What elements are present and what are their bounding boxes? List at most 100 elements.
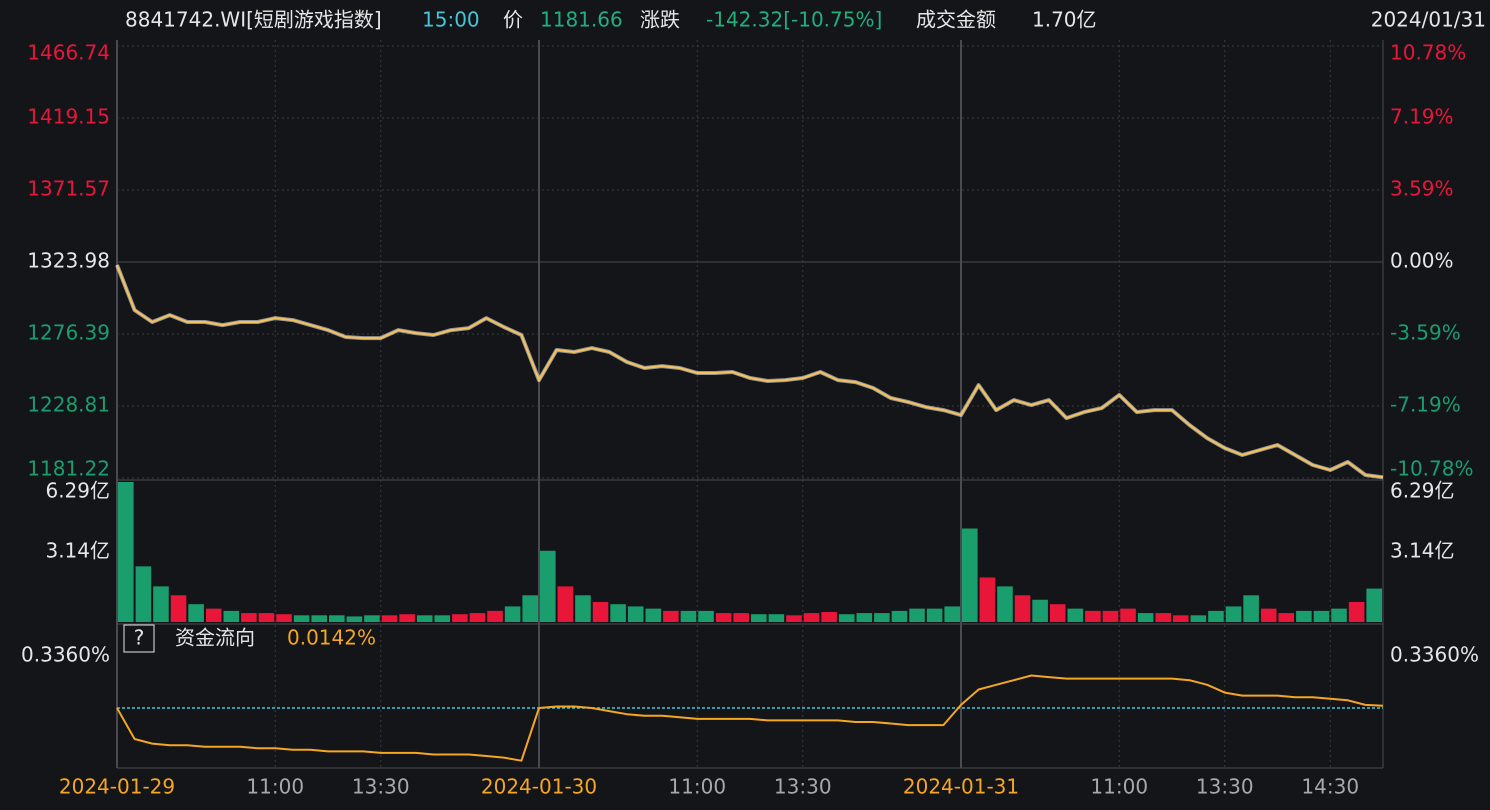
volume-bar [1278, 613, 1295, 622]
volume-bar [751, 614, 767, 622]
volume-bar [610, 604, 626, 622]
y-tick-label-right: 3.14亿 [1390, 539, 1455, 563]
volume-bar [698, 610, 714, 622]
y2-tick-label: 0.00% [1390, 249, 1454, 273]
volume-bar [715, 613, 732, 622]
y2-tick-label: -10.78% [1390, 457, 1473, 481]
price: 1181.66 [540, 8, 623, 32]
volume-bar [926, 608, 943, 622]
y-tick-label: 1228.81 [27, 392, 110, 416]
volume-bar [522, 595, 538, 622]
x-tick-label: 13:30 [1196, 775, 1254, 799]
volume-bar [1348, 601, 1365, 622]
x-tick-label: 2024-01-30 [481, 775, 597, 799]
volume-bar [1190, 615, 1207, 622]
date: 2024/01/31 [1371, 8, 1486, 32]
volume-bar [329, 615, 345, 622]
volume-bar [575, 595, 591, 622]
volume-bar [540, 550, 556, 622]
volume-bar [1014, 595, 1031, 622]
line [116, 674, 1384, 762]
volume-bar [170, 595, 187, 622]
volume-bar [909, 608, 925, 622]
volume-bar [1085, 610, 1101, 622]
y2-tick-label: 10.78% [1390, 41, 1466, 65]
price-label: 价 [503, 8, 523, 32]
volume-bar [786, 615, 802, 622]
x-tick-label: 11:00 [1090, 775, 1148, 799]
volume-bar [381, 615, 398, 622]
volume-bar [1208, 610, 1224, 622]
volume-bar [1155, 613, 1171, 622]
volume-bar [487, 610, 503, 622]
volume-bar [733, 613, 749, 622]
y-tick-label: 1276.39 [27, 321, 110, 345]
volume-bar [1049, 604, 1066, 622]
volume-bar [434, 615, 451, 622]
y2-tick-label: -7.19% [1390, 393, 1461, 417]
volume-bar [856, 613, 873, 622]
volume-bar [1366, 588, 1382, 622]
volume-bar [293, 615, 310, 622]
volume-bar [838, 614, 855, 622]
volume-bar [1173, 615, 1189, 622]
y-tick-label: 1181.22 [27, 457, 110, 481]
y2-tick-label: 7.19% [1390, 104, 1454, 128]
volume-bar [979, 577, 996, 622]
y-tick-label: 1466.74 [27, 41, 110, 65]
help-box[interactable] [123, 624, 155, 653]
y2-tick-label: 3.59% [1390, 177, 1454, 201]
y-tick-label: 0.3360% [21, 643, 110, 667]
y2-tick-label: -3.59% [1390, 320, 1461, 344]
volume-bar [645, 608, 662, 622]
volume-bar [504, 606, 521, 622]
volume-bar [276, 614, 292, 622]
amount: 1.70亿 [1032, 8, 1097, 32]
volume-bar [1137, 613, 1154, 622]
volume-bar [258, 613, 275, 622]
y-tick-label: 1419.15 [27, 105, 110, 129]
volume-bar [680, 610, 697, 622]
volume-bar [452, 614, 468, 622]
volume-bar [627, 606, 644, 622]
flow-title: 资金流向 [175, 626, 255, 650]
volume-bar [997, 586, 1013, 622]
volume-bar [416, 615, 433, 622]
y-tick-label: 1371.57 [27, 176, 110, 200]
volume-bar [135, 566, 152, 622]
volume-bar [1243, 595, 1259, 622]
volume-bar [1331, 608, 1347, 622]
y-tick-label-right: 0.3360% [1390, 643, 1479, 667]
x-tick-label: 2024-01-31 [903, 775, 1019, 799]
volume-bar [592, 601, 609, 622]
volume-bar [944, 606, 960, 622]
volume-bar [1260, 608, 1277, 622]
volume-bar [311, 615, 327, 622]
x-tick-label: 11:00 [246, 775, 304, 799]
volume-bar [1032, 599, 1048, 622]
x-tick-label: 11:00 [668, 775, 726, 799]
volume-bar [557, 586, 574, 622]
volume-bar [874, 613, 890, 622]
change: -142.32[-10.75%] [706, 8, 882, 32]
volume-bar [663, 610, 679, 622]
volume-bar [469, 613, 486, 622]
volume-bar [1313, 610, 1330, 622]
volume-bar [1102, 610, 1119, 622]
x-tick-label: 2024-01-29 [59, 775, 175, 799]
y-tick-label: 3.14亿 [45, 539, 110, 563]
y-tick-label: 6.29亿 [45, 479, 110, 503]
line [116, 264, 1384, 479]
x-tick-label: 13:30 [774, 775, 832, 799]
volume-bar [241, 613, 257, 622]
help-icon[interactable]: ? [134, 626, 145, 650]
volume-bar [364, 615, 380, 622]
volume-bar [188, 604, 204, 622]
volume-bar [1296, 610, 1312, 622]
volume-bar [1225, 606, 1242, 622]
x-tick-label: 13:30 [352, 775, 410, 799]
volume-bar [962, 528, 978, 622]
index-code: 8841742.WI[短剧游戏指数] [125, 8, 382, 32]
